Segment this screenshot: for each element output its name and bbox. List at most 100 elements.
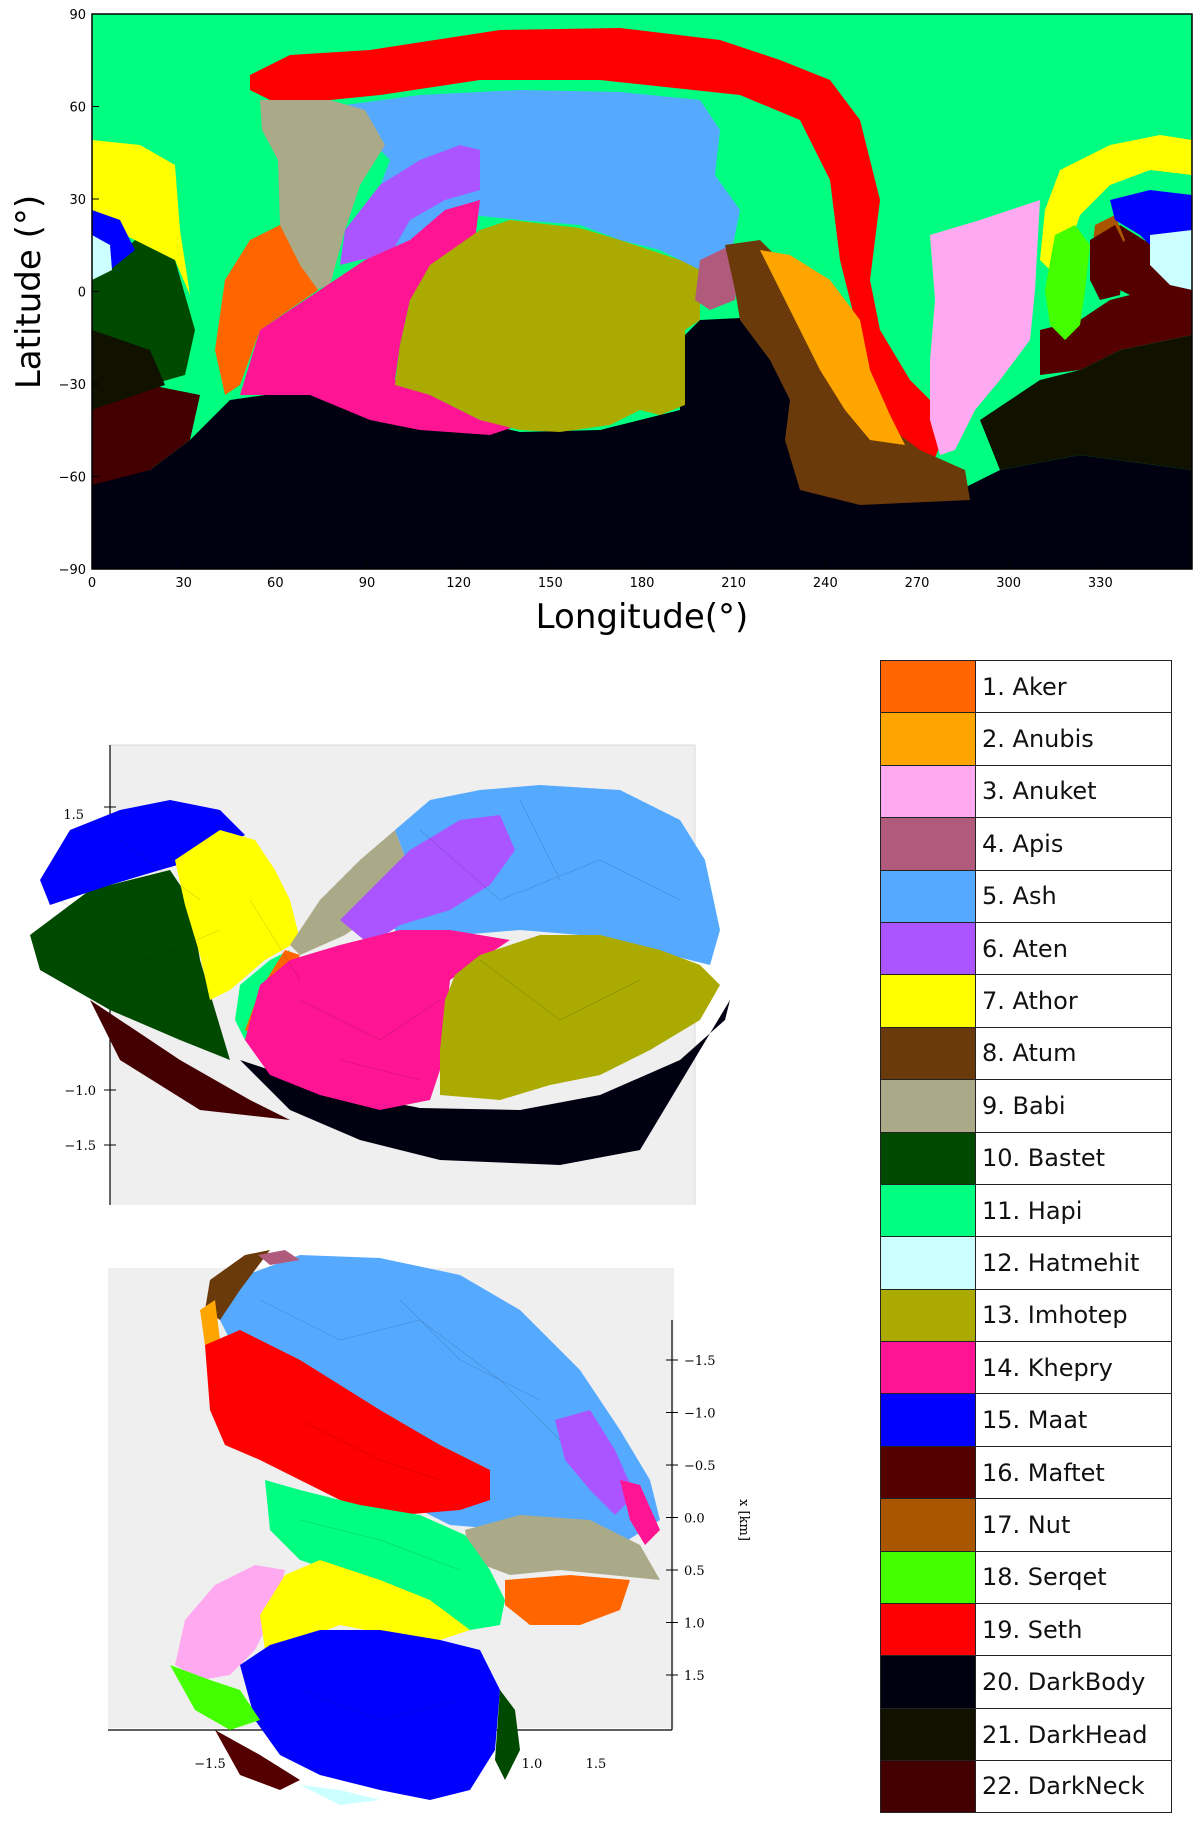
map-region-imhotep [395, 220, 700, 432]
legend-label: 21. DarkHead [976, 1707, 1172, 1761]
view2-mesh [259, 1299, 561, 1721]
legend-swatch [880, 1550, 976, 1604]
map-xtick-label: 330 [1088, 576, 1113, 591]
view1-mesh [59, 799, 681, 1081]
legend-swatch [880, 1131, 976, 1184]
map-xtick-label: 0 [88, 576, 96, 591]
legend-row: 22. DarkNeck [880, 1760, 1172, 1813]
map-ytick-label: −60 [59, 471, 86, 486]
map-x-axis-title: Longitude(°) [536, 597, 749, 637]
legend-swatch [880, 817, 976, 870]
map-region-darkbody [92, 318, 1192, 569]
legend-label: 14. Khepry [976, 1341, 1172, 1394]
view2-serqet [170, 1665, 260, 1730]
legend-row: 18. Serqet [880, 1550, 1172, 1604]
map-ytick-label: −90 [59, 563, 86, 578]
legend-row: 15. Maat [880, 1393, 1172, 1446]
map-xtick-label: 150 [538, 576, 563, 591]
view2-babi [465, 1515, 660, 1580]
legend-row: 2. Anubis [880, 712, 1172, 765]
view2-bastet [495, 1690, 520, 1780]
legend-label: 1. Aker [976, 660, 1172, 713]
legend-label: 9. Babi [976, 1079, 1172, 1132]
legend-label: 19. Seth [976, 1603, 1172, 1656]
map-region-hatmehit-left [92, 235, 112, 280]
view2-hatmehit [300, 1785, 380, 1805]
view1-maat [40, 800, 245, 905]
legend-swatch [880, 1445, 976, 1499]
legend-swatch [880, 921, 976, 975]
view2-athor [260, 1560, 470, 1650]
view1-aten [340, 815, 515, 945]
view2-aker [505, 1575, 630, 1625]
legend-row: 4. Apis [880, 817, 1172, 870]
legend-swatch [880, 1393, 976, 1446]
map-y-ticks: 90 60 30 0 −30 −60 −90 [59, 8, 99, 578]
legend-row: 11. Hapi [880, 1183, 1172, 1237]
map-region-darkhead-right [980, 335, 1192, 470]
legend-swatch [880, 712, 976, 765]
legend-swatch [880, 1707, 976, 1761]
view2-bottom-tick-2: 1.5 [586, 1757, 607, 1772]
legend-label: 15. Maat [976, 1393, 1172, 1446]
map-region-anubis [760, 250, 905, 445]
legend-row: 5. Ash [880, 869, 1172, 922]
view2-apis [258, 1250, 300, 1265]
legend-row: 20. DarkBody [880, 1655, 1172, 1708]
map-region-babi [260, 100, 385, 290]
region-map: 0 30 60 90 120 150 180 210 240 270 300 330 9060300−… [9, 8, 1193, 637]
legend-label: 10. Bastet [976, 1131, 1172, 1184]
view2-tick-label: 0.0 [684, 1512, 705, 1527]
map-xtick-label: 30 [175, 576, 192, 591]
legend-swatch [880, 764, 976, 818]
legend-row: 21. DarkHead [880, 1707, 1172, 1761]
map-region-darkneck-left [92, 385, 200, 485]
legend-swatch [880, 1341, 976, 1394]
region-legend: 1. Aker 2. Anubis 3. Anuket 4. Apis 5. Ash 6.… [880, 660, 1172, 1813]
view2-tick-label: 1.5 [684, 1669, 705, 1684]
view2-maat [240, 1630, 500, 1800]
view2-tick-label: −1.0 [684, 1407, 716, 1422]
legend-label: 12. Hatmehit [976, 1236, 1172, 1289]
legend-swatch [880, 1603, 976, 1656]
legend-row: 14. Khepry [880, 1341, 1172, 1394]
map-region-hatmehit-right [1150, 230, 1192, 290]
legend-row: 13. Imhotep [880, 1288, 1172, 1342]
legend-label: 17. Nut [976, 1498, 1172, 1551]
map-region-aker [215, 225, 318, 395]
map-region-serqet [1045, 225, 1090, 340]
legend-row: 16. Maftet [880, 1445, 1172, 1499]
map-ytick-label: 0 [78, 286, 86, 301]
map-region-atum [725, 240, 970, 505]
shape-view-2: −1.5 −1.0 −0.5 0.0 0.5 1.0 1.5 x [km] −1.5 1.0… [108, 1250, 751, 1805]
legend-row: 12. Hatmehit [880, 1236, 1172, 1289]
map-ytick-label: 90 [69, 8, 86, 23]
map-xtick-label: 240 [813, 576, 838, 591]
view1-imhotep [440, 935, 720, 1100]
legend-label: 8. Atum [976, 1026, 1172, 1080]
map-xtick-label: 210 [721, 576, 746, 591]
view1-darkbody [240, 1000, 730, 1165]
legend-label: 11. Hapi [976, 1183, 1172, 1237]
map-ytick-label: 60 [69, 101, 86, 116]
legend-row: 10. Bastet [880, 1131, 1172, 1184]
shape-view-1: 1.5 −1.0 −1.5 [30, 744, 730, 1205]
legend-label: 20. DarkBody [976, 1655, 1172, 1708]
view2-khepry [620, 1480, 660, 1545]
map-ytick-label: 30 [69, 193, 86, 208]
view1-khepry [245, 930, 510, 1110]
legend-label: 5. Ash [976, 869, 1172, 922]
view1-ytick-0: 1.5 [63, 808, 84, 823]
map-region-darkhead-left [92, 330, 165, 410]
view1-bastet [30, 870, 230, 1060]
map-x-ticks: 0 30 60 90 120 150 180 210 240 270 300 330 [88, 562, 1113, 591]
map-region-maftet-right [1040, 285, 1192, 375]
map-xtick-label: 270 [905, 576, 930, 591]
view1-athor [175, 830, 300, 1000]
map-y-axis-title: Latitude (°) [9, 195, 49, 389]
legend-swatch [880, 660, 976, 713]
legend-swatch [880, 1760, 976, 1813]
legend-row: 17. Nut [880, 1498, 1172, 1551]
map-region-aten [340, 145, 480, 265]
